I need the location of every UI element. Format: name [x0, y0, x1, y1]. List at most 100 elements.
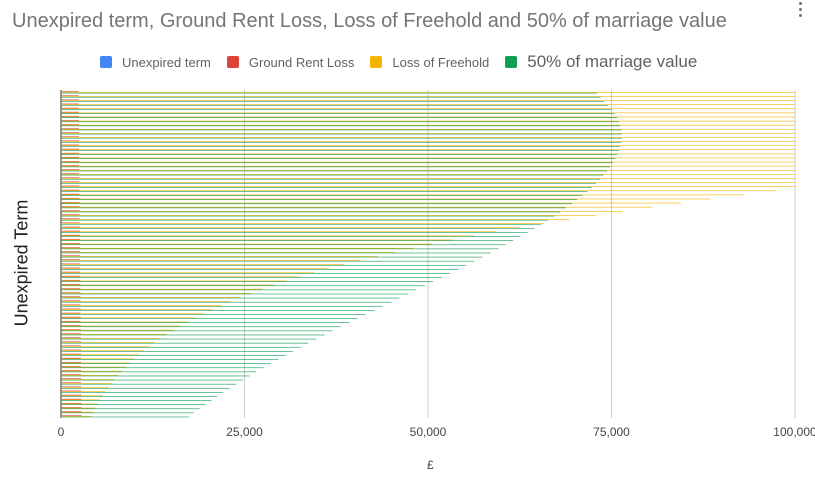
- bar-ground-rent-loss-31: [61, 370, 82, 371]
- bar-loss-of-freehold-91: [61, 124, 795, 126]
- legend-swatch-marriage-value: [505, 56, 518, 68]
- bar-ground-rent-loss-81: [61, 165, 80, 166]
- bar-ground-rent-loss-22: [61, 407, 82, 408]
- legend-item-ground-rent-loss[interactable]: Ground Rent Loss: [226, 55, 354, 70]
- bar-ground-rent-loss-94: [61, 111, 79, 113]
- bar-loss-of-freehold-77: [61, 182, 795, 183]
- bar-50-of-marriage-value-27: [61, 387, 230, 389]
- bar-50-of-marriage-value-64: [61, 236, 521, 237]
- bar-50-of-marriage-value-58: [61, 260, 475, 262]
- bar-50-of-marriage-value-51: [61, 289, 417, 291]
- bar-loss-of-freehold-52: [61, 284, 275, 286]
- bar-loss-of-freehold-96: [61, 104, 795, 105]
- bar-50-of-marriage-value-42: [61, 326, 341, 328]
- bar-50-of-marriage-value-48: [61, 301, 392, 303]
- bar-loss-of-freehold-22: [61, 407, 96, 409]
- bar-50-of-marriage-value-34: [61, 359, 279, 360]
- bar-ground-rent-loss-25: [61, 394, 82, 396]
- bar-ground-rent-loss-89: [61, 132, 79, 133]
- bar-ground-rent-loss-83: [61, 156, 80, 158]
- bar-ground-rent-loss-35: [61, 353, 81, 355]
- bar-50-of-marriage-value-60: [61, 252, 491, 254]
- bar-ground-rent-loss-72: [61, 202, 80, 203]
- legend-swatch-unexpired-term: [100, 56, 112, 68]
- bar-loss-of-freehold-65: [61, 231, 497, 233]
- bar-50-of-marriage-value-25: [61, 396, 218, 397]
- bar-loss-of-freehold-74: [61, 194, 744, 196]
- bar-ground-rent-loss-66: [61, 226, 80, 228]
- bar-unexpired-term-89: [61, 131, 62, 133]
- x-tick-label-100000: 100,000: [773, 425, 815, 439]
- bar-ground-rent-loss-21: [61, 411, 82, 412]
- bar-ground-rent-loss-24: [61, 398, 82, 400]
- bar-50-of-marriage-value-85: [61, 150, 619, 151]
- x-tick-label-50000: 50,000: [410, 425, 447, 439]
- bar-ground-rent-loss-75: [61, 189, 80, 191]
- bar-unexpired-term-85: [61, 148, 62, 149]
- bar-50-of-marriage-value-81: [61, 166, 611, 168]
- bar-ground-rent-loss-87: [61, 140, 80, 142]
- bar-50-of-marriage-value-41: [61, 330, 333, 332]
- bar-50-of-marriage-value-78: [61, 178, 600, 180]
- bar-ground-rent-loss-62: [61, 243, 80, 244]
- bar-loss-of-freehold-40: [61, 333, 167, 335]
- bar-loss-of-freehold-24: [61, 399, 100, 401]
- bar-loss-of-freehold-58: [61, 260, 361, 261]
- legend-item-loss-of-freehold[interactable]: Loss of Freehold: [370, 55, 489, 70]
- bar-unexpired-term-71: [61, 205, 62, 207]
- bar-loss-of-freehold-49: [61, 297, 241, 298]
- bar-loss-of-freehold-95: [61, 108, 795, 110]
- bar-50-of-marriage-value-26: [61, 392, 224, 393]
- bar-ground-rent-loss-93: [61, 115, 79, 117]
- bar-ground-rent-loss-97: [61, 99, 79, 101]
- bar-unexpired-term-91: [61, 123, 62, 125]
- bar-ground-rent-loss-74: [61, 193, 80, 195]
- bar-ground-rent-loss-27: [61, 386, 82, 388]
- bar-ground-rent-loss-57: [61, 263, 81, 265]
- bar-50-of-marriage-value-65: [61, 232, 528, 233]
- bar-loss-of-freehold-62: [61, 243, 433, 245]
- bar-loss-of-freehold-35: [61, 354, 139, 356]
- bar-50-of-marriage-value-92: [61, 121, 619, 123]
- bar-ground-rent-loss-65: [61, 230, 80, 232]
- legend: Unexpired term Ground Rent Loss Loss of …: [100, 52, 713, 72]
- more-vert-icon[interactable]: [797, 2, 803, 20]
- bar-ground-rent-loss-76: [61, 185, 80, 187]
- bar-unexpired-term-90: [61, 127, 62, 129]
- bar-loss-of-freehold-80: [61, 169, 795, 171]
- bar-50-of-marriage-value-59: [61, 256, 483, 258]
- bar-loss-of-freehold-92: [61, 120, 795, 122]
- bar-50-of-marriage-value-74: [61, 195, 583, 196]
- bar-loss-of-freehold-93: [61, 116, 795, 118]
- bar-ground-rent-loss-78: [61, 177, 80, 179]
- bar-loss-of-freehold-29: [61, 379, 115, 380]
- legend-item-unexpired-term[interactable]: Unexpired term: [100, 55, 211, 70]
- bar-ground-rent-loss-85: [61, 148, 80, 150]
- bar-unexpired-term-83: [61, 156, 62, 157]
- bar-50-of-marriage-value-95: [61, 109, 612, 110]
- bar-ground-rent-loss-63: [61, 238, 80, 240]
- bar-loss-of-freehold-56: [61, 268, 329, 269]
- bar-50-of-marriage-value-40: [61, 334, 325, 336]
- bar-ground-rent-loss-49: [61, 296, 81, 297]
- bar-ground-rent-loss-98: [61, 95, 79, 97]
- bar-loss-of-freehold-90: [61, 128, 795, 130]
- bar-unexpired-term-96: [61, 102, 62, 104]
- bar-50-of-marriage-value-62: [61, 244, 506, 246]
- bar-ground-rent-loss-88: [61, 136, 79, 138]
- bar-50-of-marriage-value-28: [61, 383, 237, 385]
- bar-unexpired-term-86: [61, 143, 62, 145]
- bar-ground-rent-loss-48: [61, 300, 81, 302]
- bar-ground-rent-loss-54: [61, 275, 81, 277]
- bar-loss-of-freehold-51: [61, 288, 263, 290]
- bar-loss-of-freehold-32: [61, 366, 126, 368]
- legend-item-marriage-value[interactable]: 50% of marriage value: [505, 52, 697, 72]
- bar-ground-rent-loss-26: [61, 390, 82, 392]
- bar-loss-of-freehold-72: [61, 202, 682, 204]
- bar-ground-rent-loss-37: [61, 345, 81, 347]
- bar-50-of-marriage-value-82: [61, 162, 613, 164]
- bar-50-of-marriage-value-99: [61, 92, 597, 94]
- bar-ground-rent-loss-36: [61, 349, 81, 351]
- bar-50-of-marriage-value-72: [61, 203, 572, 205]
- bar-loss-of-freehold-71: [61, 206, 652, 208]
